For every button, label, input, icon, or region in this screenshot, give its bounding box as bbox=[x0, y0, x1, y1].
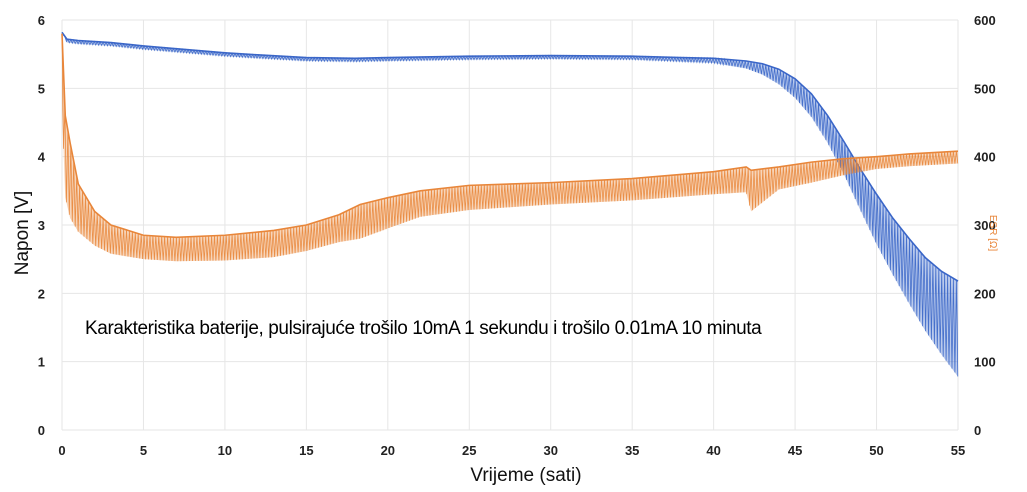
x-tick-label: 0 bbox=[58, 443, 65, 458]
series-edge-line bbox=[61, 31, 959, 282]
x-tick-label: 5 bbox=[140, 443, 147, 458]
y-tick-label: 3 bbox=[38, 218, 45, 233]
x-tick-label: 50 bbox=[869, 443, 883, 458]
y2-tick-label: 200 bbox=[974, 286, 996, 301]
y2-tick-label: 100 bbox=[974, 355, 996, 370]
x-tick-label: 40 bbox=[706, 443, 720, 458]
x-tick-label: 25 bbox=[462, 443, 476, 458]
y-tick-label: 1 bbox=[38, 355, 45, 370]
series-pulse-trace bbox=[61, 33, 959, 262]
series-esr bbox=[61, 33, 959, 262]
y2-tick-label: 600 bbox=[974, 13, 996, 28]
grid-lines bbox=[61, 19, 959, 431]
y2-tick-label: 500 bbox=[974, 81, 996, 96]
series-layer bbox=[61, 31, 959, 377]
y2-axis-title: ESR [Ω] bbox=[987, 215, 998, 252]
y-tick-label: 0 bbox=[38, 423, 45, 438]
y-axis-title: Napon [V] bbox=[12, 191, 33, 276]
y-tick-label: 2 bbox=[38, 286, 45, 301]
x-tick-label: 35 bbox=[625, 443, 639, 458]
series-band bbox=[62, 33, 958, 262]
y-tick-label: 4 bbox=[38, 150, 46, 165]
x-tick-label: 10 bbox=[218, 443, 232, 458]
x-tick-label: 15 bbox=[299, 443, 313, 458]
y2-tick-label: 400 bbox=[974, 150, 996, 165]
chart-annotation: Karakteristika baterije, pulsirajuće tro… bbox=[85, 318, 762, 339]
tick-labels: 0 5 10 15 20 25 30 35 40 45 50 55012345601002003004… bbox=[38, 13, 996, 458]
y2-tick-label: 0 bbox=[974, 423, 981, 438]
series-voltage bbox=[61, 31, 959, 377]
series-edge-line bbox=[61, 33, 959, 239]
y-tick-label: 6 bbox=[38, 13, 45, 28]
y2-tick-label: 300 bbox=[974, 218, 996, 233]
x-axis-title: Vrijeme (sati) bbox=[470, 465, 581, 486]
x-tick-label: 55 bbox=[951, 443, 965, 458]
x-tick-label: 30 bbox=[543, 443, 557, 458]
x-tick-label: 20 bbox=[381, 443, 395, 458]
y-tick-label: 5 bbox=[38, 81, 45, 96]
x-tick-label: 45 bbox=[788, 443, 802, 458]
